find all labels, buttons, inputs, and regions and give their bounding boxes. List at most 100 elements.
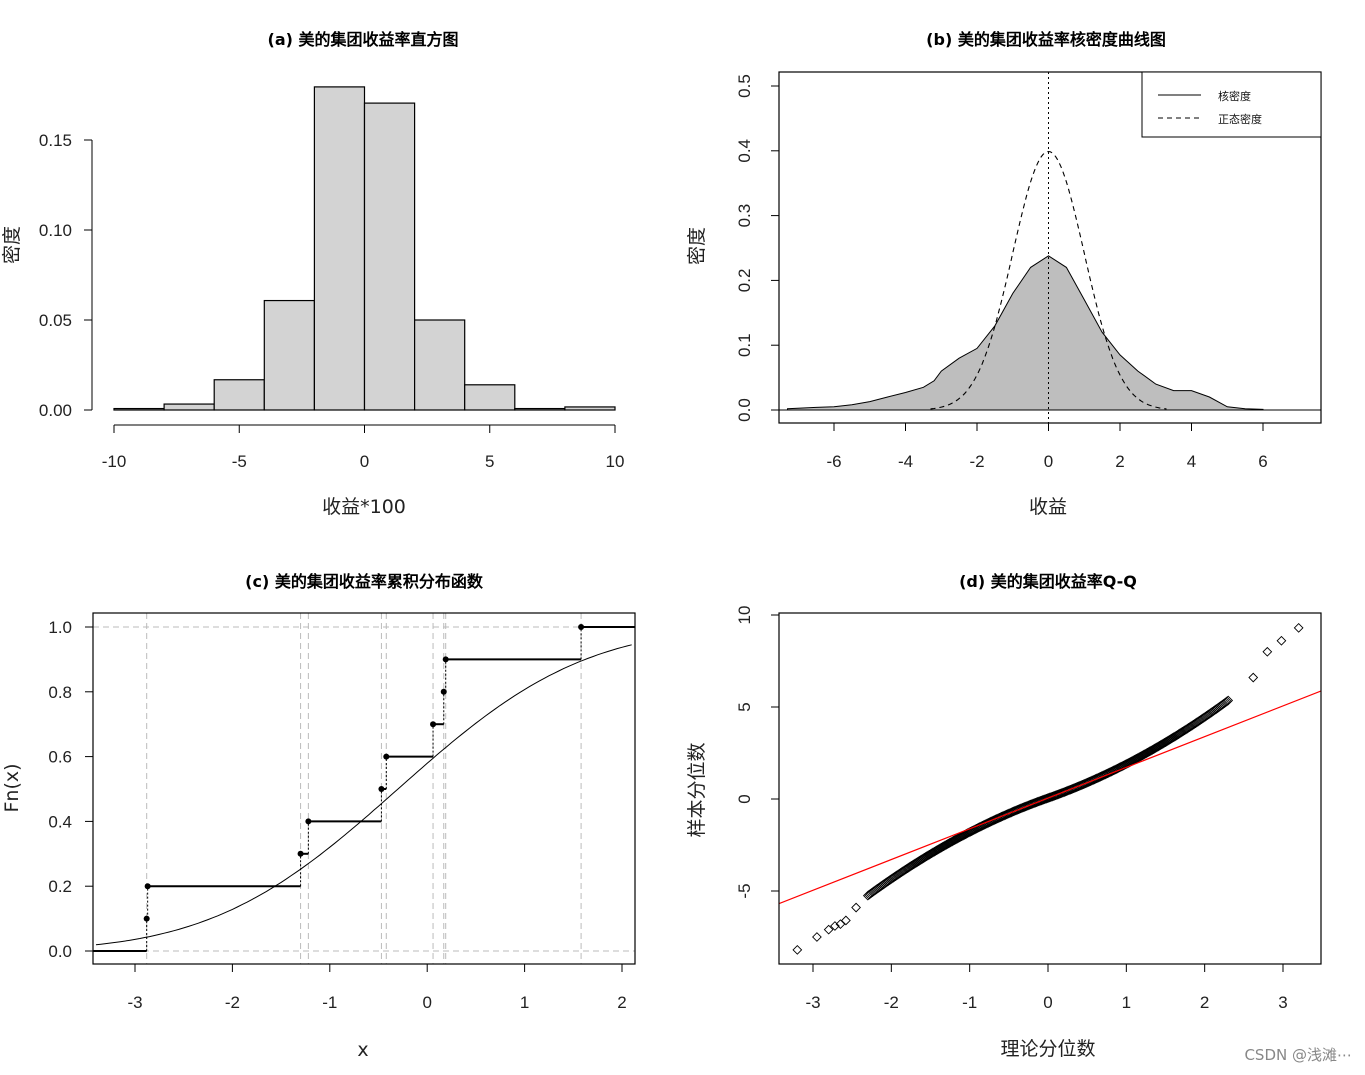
x-axis-label: x	[357, 1039, 368, 1061]
qq-point	[1293, 623, 1304, 633]
plot-area	[779, 623, 1321, 955]
qq-point	[851, 902, 861, 913]
x-tick-label: 4	[1187, 452, 1196, 471]
histogram-bar	[113, 407, 165, 411]
x-tick-label: -4	[898, 452, 913, 471]
x-tick-label: -2	[969, 452, 984, 471]
y-tick-label: 0.3	[735, 204, 754, 228]
y-tick-label: 0.4	[735, 139, 754, 163]
x-tick-label: 0	[1043, 993, 1052, 1012]
histogram-bar	[163, 403, 215, 411]
x-tick-label: 10	[606, 452, 625, 471]
ecdf-point	[143, 915, 150, 922]
chart-title: (b) 美的集团收益率核密度曲线图	[926, 30, 1166, 49]
panel-b-kernel-density: (b) 美的集团收益率核密度曲线图 -6 -4 -2 0 2 4 6 0.0 0.1 0.2 0.3 0…	[686, 30, 1322, 518]
qq-point	[835, 919, 846, 929]
normal-cdf-curve	[95, 644, 632, 946]
y-tick-label: 10	[735, 606, 754, 625]
x-tick-label: 1	[520, 993, 529, 1012]
chart-title: (d) 美的集团收益率Q-Q	[959, 572, 1137, 591]
histogram-bar	[363, 102, 416, 411]
x-tick-label: -3	[805, 993, 820, 1012]
qq-point	[1223, 695, 1234, 706]
qq-point	[1248, 672, 1259, 683]
x-tick-label: 1	[1122, 993, 1131, 1012]
x-tick-label: -3	[127, 993, 142, 1012]
x-tick-label: -6	[826, 452, 841, 471]
qq-point	[792, 945, 803, 955]
ecdf-point	[305, 818, 312, 825]
legend-box	[1141, 71, 1322, 138]
histogram-bar	[414, 319, 466, 411]
y-tick-label: 0.4	[48, 812, 72, 831]
y-tick-label: 0.5	[735, 74, 754, 98]
chart-title: (a) 美的集团收益率直方图	[268, 30, 459, 49]
x-axis-label: 收益*100	[322, 496, 406, 518]
panel-c-ecdf: (c) 美的集团收益率累积分布函数 -3 -2 -1 0 1 2 0.0 0.2 0.4 0.6 0.…	[1, 572, 636, 1061]
qq-point	[1262, 646, 1273, 657]
qq-point	[841, 915, 851, 926]
x-tick-label: 0	[1044, 452, 1053, 471]
plot-frame	[778, 612, 1322, 965]
watermark-text: CSDN @浅滩⋯	[1244, 1046, 1352, 1064]
ecdf-point	[383, 753, 390, 760]
ecdf-point	[297, 850, 304, 857]
ecdf-point	[144, 883, 151, 890]
legend-label: 核密度	[1218, 89, 1251, 103]
x-tick-label: -2	[225, 993, 240, 1012]
y-tick-label: 0.1	[735, 333, 754, 357]
y-tick-label: 0.0	[735, 398, 754, 422]
y-axis-label: Fn(x)	[1, 763, 23, 812]
y-tick-label: 0.10	[39, 221, 72, 240]
x-axis-label: 理论分位数	[1000, 1038, 1095, 1060]
qq-point	[823, 924, 834, 935]
histogram-bar	[313, 86, 366, 411]
y-tick-label: 0.15	[39, 131, 72, 150]
panel-d-qq-plot: (d) 美的集团收益率Q-Q -3 -2 -1 0 1 2 3 -5 0 5 10 理论分位数 样本分位数	[686, 572, 1322, 1060]
ecdf-point	[430, 721, 437, 728]
x-tick-label: -5	[232, 452, 247, 471]
x-tick-label: -1	[962, 993, 977, 1012]
qq-point	[1276, 635, 1287, 646]
y-tick-label: 0.0	[48, 942, 72, 961]
x-tick-label: 3	[1278, 993, 1287, 1012]
x-tick-label: 5	[485, 452, 494, 471]
y-tick-label: 1.0	[48, 618, 72, 637]
histogram-bar	[564, 406, 616, 411]
normal-density-curve	[930, 150, 1167, 410]
ecdf-point	[578, 624, 585, 630]
y-tick-label: 0	[735, 794, 754, 803]
histogram-bar	[213, 379, 265, 411]
y-tick-label: 0.2	[735, 269, 754, 293]
x-tick-label: 2	[617, 993, 626, 1012]
x-tick-label: 6	[1258, 452, 1267, 471]
panel-a-histogram: (a) 美的集团收益率直方图 -10 -5 0 5 10 0.00 0.05 0.10 0.15 收…	[1, 30, 624, 518]
y-axis-label: 样本分位数	[686, 742, 708, 837]
histogram-bar	[263, 299, 315, 411]
kernel-density-area	[786, 255, 1264, 411]
x-tick-label: -2	[884, 993, 899, 1012]
y-tick-label: 5	[735, 702, 754, 711]
x-tick-label: -10	[102, 452, 127, 471]
qq-point	[812, 932, 822, 942]
histogram-bar	[514, 407, 566, 411]
ecdf-point	[442, 656, 449, 663]
y-tick-label: 0.6	[48, 748, 72, 767]
y-tick-label: 0.2	[48, 877, 72, 896]
plot-area	[93, 613, 635, 964]
y-axis-label: 密度	[686, 227, 708, 265]
plot-frame	[778, 71, 1322, 424]
x-axis-label: 收益	[1029, 496, 1067, 518]
plot-frame	[92, 612, 636, 965]
y-tick-label: 0.05	[39, 311, 72, 330]
chart-title: (c) 美的集团收益率累积分布函数	[245, 572, 484, 591]
y-tick-label: 0.8	[48, 683, 72, 702]
y-tick-label: 0.00	[39, 401, 72, 420]
x-tick-label: 0	[360, 452, 369, 471]
x-tick-label: 2	[1115, 452, 1124, 471]
x-tick-label: 0	[422, 993, 431, 1012]
qq-reference-line	[779, 690, 1321, 905]
y-tick-label: -5	[735, 883, 754, 898]
